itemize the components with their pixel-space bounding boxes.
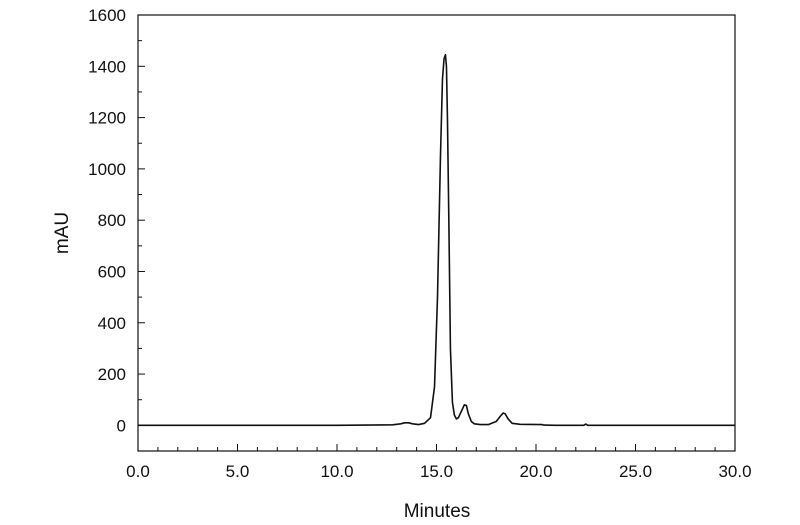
- x-tick-label: 25.0: [619, 462, 652, 481]
- y-tick-label: 600: [98, 262, 126, 281]
- y-axis-title: mAU: [52, 212, 73, 254]
- plot-frame: [137, 14, 736, 452]
- x-tick-label: 10.0: [320, 462, 353, 481]
- x-tick-label: 20.0: [519, 462, 552, 481]
- plot-area: [138, 53, 735, 427]
- x-tick-label: 5.0: [226, 462, 250, 481]
- x-tick-label: 15.0: [420, 462, 453, 481]
- y-axis: 0 200 400 600 800 1000 1200 1400 1600: [88, 6, 145, 452]
- y-tick-label: 1200: [88, 109, 126, 128]
- x-tick-label: 0.0: [126, 462, 150, 481]
- y-tick-label: 1000: [88, 160, 126, 179]
- x-axis-title: Minutes: [404, 501, 471, 522]
- x-tick-label: 30.0: [718, 462, 751, 481]
- y-tick-label: 1600: [88, 6, 126, 25]
- y-tick-label: 1400: [88, 57, 126, 76]
- y-tick-label: 0: [117, 416, 126, 435]
- chromatogram-trace: [138, 53, 735, 427]
- y-tick-label: 800: [98, 211, 126, 230]
- y-tick-label: 400: [98, 314, 126, 333]
- x-axis: 0.0 5.0 10.0 15.0 20.0 25.0 30.0: [126, 444, 752, 481]
- y-tick-label: 200: [98, 365, 126, 384]
